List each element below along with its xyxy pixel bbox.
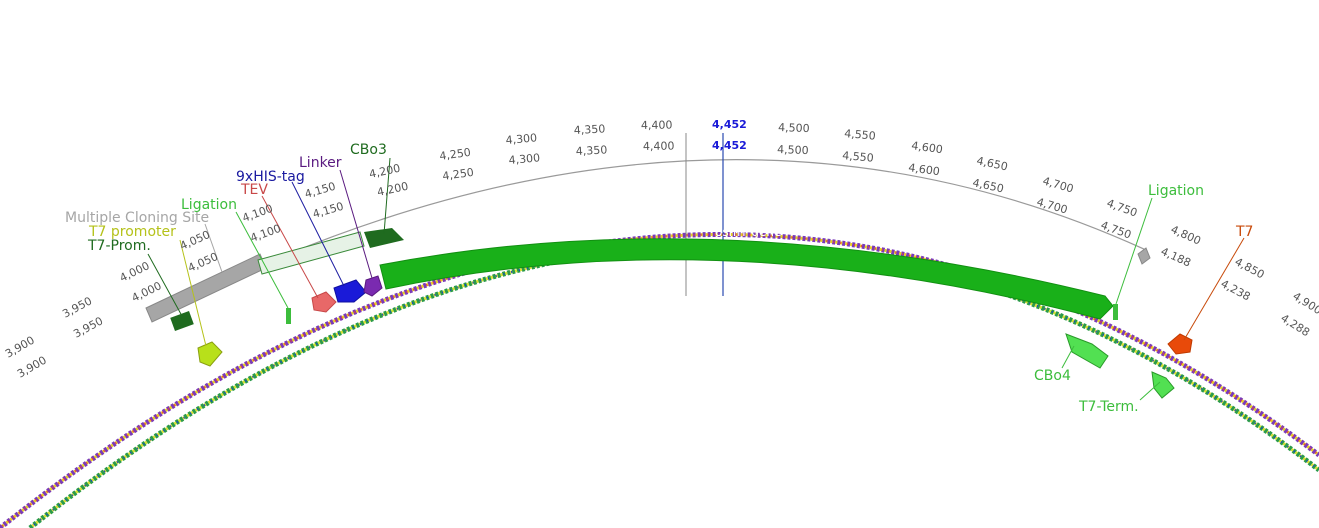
- t7-promoter-arrow[interactable]: [197, 341, 223, 367]
- ruler-inner-tick-label-19: 4,288: [1278, 312, 1312, 340]
- sequence-bands: [0, 232, 1319, 528]
- ruler-outer-tick-label-12: 4,550: [844, 127, 877, 143]
- ruler-inner-tick-label-13: 4,600: [908, 161, 941, 178]
- ruler-inner-tick-label-5: 4,150: [311, 200, 345, 221]
- ruler-inner-tick-label-18: 4,238: [1219, 277, 1253, 303]
- ruler-inner-tick-label-11: 4,500: [777, 143, 809, 157]
- t7-arrow[interactable]: [1167, 333, 1193, 355]
- t7-promoter-label[interactable]: T7 promoter: [88, 224, 176, 240]
- linker-label[interactable]: Linker: [299, 155, 342, 171]
- mcs-end-arrow: [1137, 247, 1151, 265]
- ruler-outer-tick-label-18: 4,850: [1233, 255, 1267, 281]
- ruler-outer-tick-label-8: 4,300: [505, 131, 538, 147]
- ruler-outer-tick-label-19: 4,900: [1290, 290, 1319, 318]
- ruler-inner-tick-label-8: 4,300: [508, 151, 541, 167]
- ruler-inner-tick-label-10: 4,400: [643, 139, 675, 153]
- ruler-outer-tick-label-11: 4,500: [778, 121, 810, 135]
- tev-label[interactable]: TEV: [240, 182, 268, 198]
- osmy-gene-label: osmY gene: [715, 225, 781, 239]
- ruler-outer-tick-label-2: 4,000: [118, 259, 152, 284]
- ruler-outer-tick-label-15: 4,700: [1041, 174, 1075, 195]
- ruler-inner-tick-label-0: 3,900: [15, 354, 49, 381]
- leader-lines: [147, 157, 1245, 401]
- mcs-label[interactable]: Multiple Cloning Site: [65, 210, 209, 226]
- ruler-inner-tick-label-17: 4,188: [1159, 245, 1193, 270]
- ruler-inner-tick-label-2: 4,000: [130, 279, 164, 304]
- his-tag-arrow[interactable]: [333, 279, 367, 303]
- cursor-position-top: 4,452: [712, 118, 747, 131]
- ligation-right-label[interactable]: Ligation: [1148, 183, 1204, 199]
- t7-term-arrow[interactable]: [1151, 371, 1175, 399]
- cbo4-label[interactable]: CBo4: [1034, 368, 1071, 384]
- ruler-outer-tick-label-7: 4,250: [439, 146, 472, 163]
- t7-label[interactable]: T7: [1235, 224, 1253, 240]
- ruler-outer-tick-label-3: 4,050: [178, 228, 212, 253]
- tev-arrow[interactable]: [311, 291, 337, 313]
- ruler-outer-tick-label-10: 4,400: [641, 118, 673, 132]
- ruler-outer-tick-label-14: 4,650: [975, 154, 1009, 173]
- ruler-inner-tick-label-9: 4,350: [575, 143, 607, 158]
- ruler-inner-tick-label-15: 4,700: [1035, 195, 1069, 216]
- ruler-inner-tick-label-14: 4,650: [971, 176, 1005, 195]
- ruler-outer-tick-label-5: 4,150: [303, 180, 337, 201]
- t7-prom-label[interactable]: T7-Prom.: [87, 238, 151, 254]
- ruler-outer-tick-label-1: 3,950: [60, 294, 94, 320]
- ruler-outer-tick-label-9: 4,350: [573, 122, 605, 137]
- ruler-inner-tick-label-12: 4,550: [842, 149, 875, 165]
- ruler-inner-tick-label-16: 4,750: [1099, 219, 1133, 242]
- ligation-left-label[interactable]: Ligation: [181, 197, 237, 213]
- cursor-position-bottom: 4,452: [712, 139, 747, 152]
- ruler-outer-tick-label-6: 4,200: [368, 162, 402, 181]
- ruler-inner-tick-label-1: 3,950: [71, 314, 105, 340]
- his-tag-label[interactable]: 9xHIS-tag: [236, 169, 305, 185]
- ruler-inner-tick-label-4: 4,100: [249, 222, 283, 245]
- cbo3-arrow[interactable]: [364, 228, 404, 248]
- ruler-outer-tick-label-16: 4,750: [1105, 197, 1139, 220]
- cbo3-label[interactable]: CBo3: [350, 142, 387, 158]
- ligation-left-box[interactable]: [286, 308, 291, 324]
- ruler-inner-tick-label-7: 4,250: [442, 166, 475, 183]
- ruler-outer-tick-label-13: 4,600: [911, 139, 944, 156]
- ruler-outer-tick-label-4: 4,100: [241, 202, 275, 225]
- t7-term-label[interactable]: T7-Term.: [1078, 399, 1139, 415]
- ligation-right-box[interactable]: [1113, 304, 1118, 320]
- ruler-outer-tick-label-17: 4,800: [1169, 223, 1203, 248]
- ruler-inner-tick-label-6: 4,200: [376, 180, 410, 199]
- mcs-bar-light: [257, 231, 365, 275]
- linker-arrow[interactable]: [363, 275, 383, 297]
- cbo4-arrow[interactable]: [1065, 333, 1109, 369]
- ruler-inner-tick-label-3: 4,050: [186, 250, 220, 275]
- t7-prom-box[interactable]: [170, 311, 194, 331]
- ruler-outer-tick-label-0: 3,900: [3, 334, 37, 361]
